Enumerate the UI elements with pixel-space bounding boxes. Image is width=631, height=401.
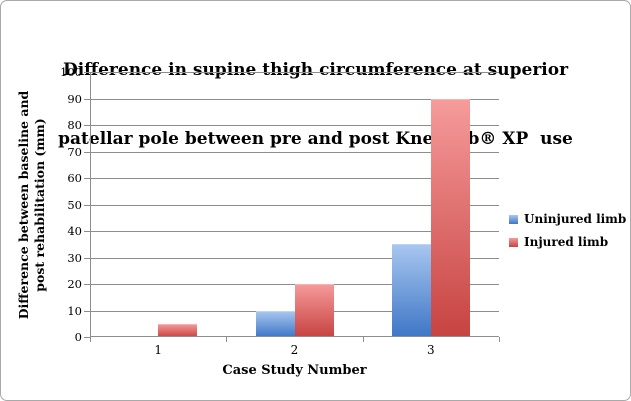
y-tick-mark bbox=[84, 125, 90, 126]
legend-label-injured-limb: Injured limb bbox=[524, 235, 609, 249]
y-tick-mark bbox=[84, 337, 90, 338]
y-tick-label: 90 bbox=[67, 91, 82, 106]
y-tick-label: 0 bbox=[74, 330, 82, 344]
bar-injured-limb-case-3 bbox=[430, 98, 470, 337]
legend: Uninjured limb Injured limb bbox=[509, 212, 626, 249]
x-axis-line bbox=[90, 336, 499, 337]
y-tick-label: 60 bbox=[67, 171, 82, 185]
legend-item-injured-limb: Injured limb bbox=[509, 235, 626, 249]
x-axis-title: Case Study Number bbox=[222, 363, 367, 378]
bar-injured-limb-case-1 bbox=[158, 323, 198, 337]
chart-title-line-1: Difference in supine thigh circumference… bbox=[62, 60, 569, 80]
gridline-70 bbox=[90, 151, 499, 153]
y-tick-mark bbox=[84, 284, 90, 285]
y-tick-mark bbox=[84, 257, 90, 259]
x-tick-mark bbox=[499, 337, 500, 342]
gridline-90 bbox=[90, 98, 499, 100]
y-tick-mark bbox=[84, 231, 90, 232]
x-tick-label: 2 bbox=[290, 343, 299, 357]
bar-injured-limb-case-2 bbox=[294, 284, 334, 337]
gridline-100 bbox=[90, 72, 499, 73]
gridline-80 bbox=[90, 125, 499, 126]
y-tick-label: 80 bbox=[67, 118, 82, 132]
legend-label-uninjured-limb: Uninjured limb bbox=[524, 212, 627, 226]
y-tick-label: 40 bbox=[67, 224, 82, 238]
y-tick-label: 20 bbox=[67, 277, 82, 291]
y-tick-label: 70 bbox=[67, 144, 82, 159]
gridline-50 bbox=[90, 204, 499, 206]
x-tick-mark bbox=[362, 337, 364, 342]
bar-uninjured-limb-case-3 bbox=[391, 244, 431, 337]
x-tick-mark bbox=[226, 337, 228, 342]
x-tick-label: 1 bbox=[154, 343, 162, 357]
bar-uninjured-limb-case-2 bbox=[255, 310, 295, 337]
gridline-40 bbox=[90, 231, 499, 232]
x-tick-mark bbox=[90, 337, 91, 342]
y-tick-mark bbox=[84, 310, 90, 312]
y-tick-mark bbox=[84, 204, 90, 206]
x-tick-label: 3 bbox=[427, 343, 435, 357]
y-tick-label: 100 bbox=[60, 65, 82, 79]
y-tick-label: 30 bbox=[67, 250, 82, 265]
y-tick-mark bbox=[84, 178, 90, 179]
gridline-60 bbox=[90, 178, 499, 179]
y-tick-mark bbox=[84, 151, 90, 153]
uninjured-limb-swatch-icon bbox=[509, 215, 518, 224]
y-axis-line bbox=[90, 72, 91, 337]
y-tick-mark bbox=[84, 98, 90, 100]
gridline-30 bbox=[90, 257, 499, 259]
legend-item-uninjured-limb: Uninjured limb bbox=[509, 212, 626, 226]
y-tick-mark bbox=[84, 72, 90, 73]
y-tick-label: 10 bbox=[67, 303, 82, 318]
plot-area: 0 10 20 30 40 50 60 70 80 90 100 1 2 3 bbox=[60, 65, 500, 357]
y-tick-label: 50 bbox=[67, 197, 82, 212]
injured-limb-swatch-icon bbox=[509, 238, 518, 247]
